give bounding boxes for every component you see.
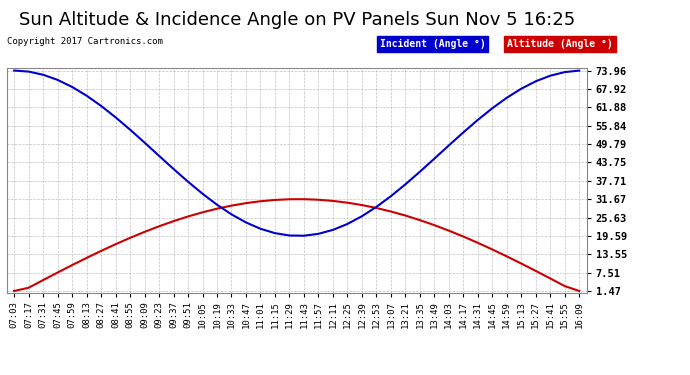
Text: Sun Altitude & Incidence Angle on PV Panels Sun Nov 5 16:25: Sun Altitude & Incidence Angle on PV Pan… — [19, 11, 575, 29]
Text: Incident (Angle °): Incident (Angle °) — [380, 39, 485, 50]
Text: Altitude (Angle °): Altitude (Angle °) — [507, 39, 613, 50]
Text: Copyright 2017 Cartronics.com: Copyright 2017 Cartronics.com — [7, 38, 163, 46]
